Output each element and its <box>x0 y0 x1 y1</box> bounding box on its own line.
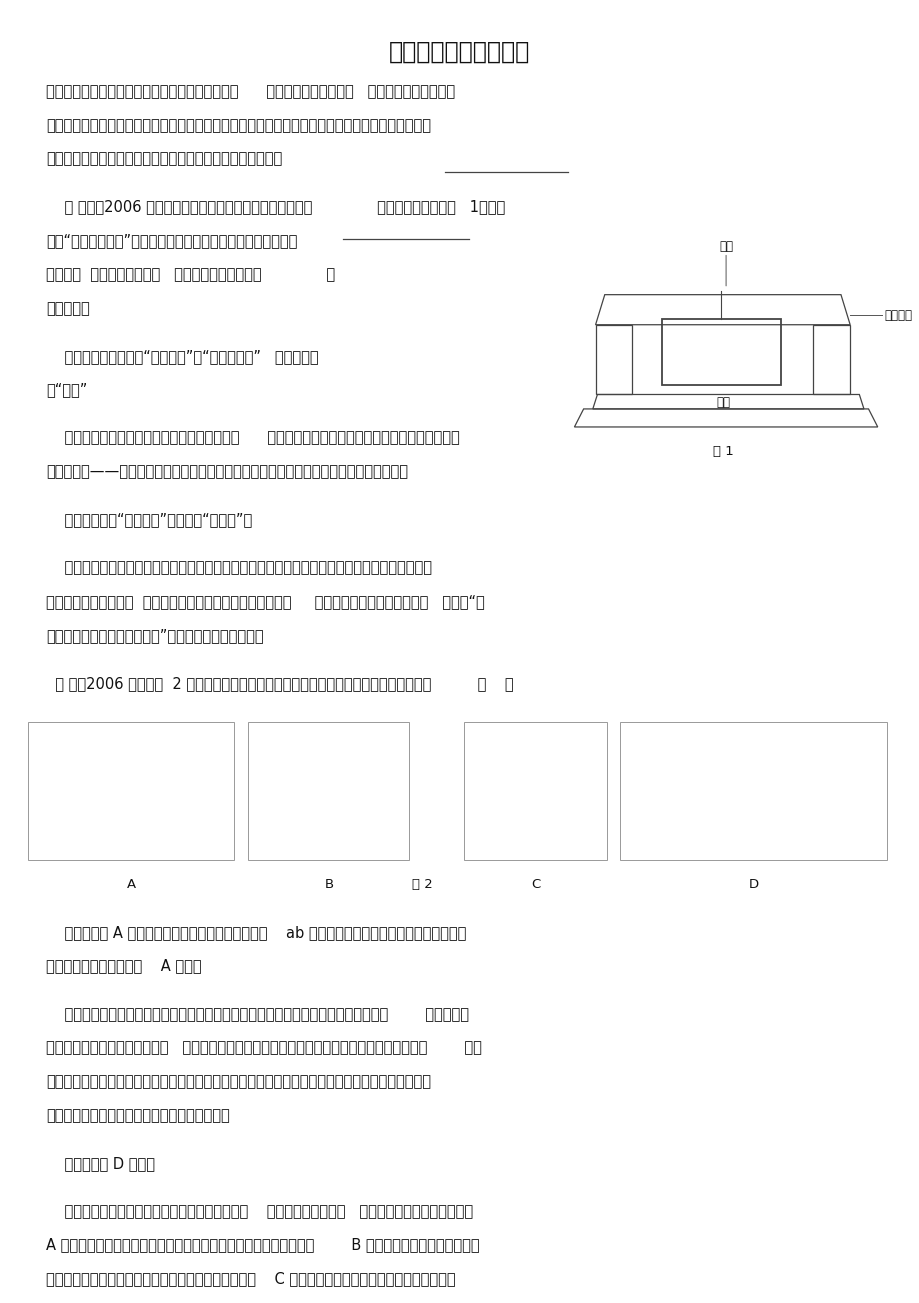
Text: 端全部剂掉，另一端只剂半周”相当于电动机的换向器。: 端全部剂掉，另一端只剂半周”相当于电动机的换向器。 <box>46 628 263 642</box>
Text: C: C <box>530 878 539 891</box>
Text: 电动机在日常生活和工农业生产中有广泛的应用，      比较贴近我们的生活，   是中考各省市出题的一: 电动机在日常生活和工农业生产中有广泛的应用， 比较贴近我们的生活， 是中考各省市… <box>46 85 455 99</box>
Text: B: B <box>324 878 334 891</box>
Text: 图 1: 图 1 <box>712 446 733 459</box>
Text: 受到力的作用，因此选项    A 正确。: 受到力的作用，因此选项 A 正确。 <box>46 959 201 973</box>
Text: 点评：本题利用一个自制的电动机模型进行小实验，以填空的形式，展现给考生，考查对电动机: 点评：本题利用一个自制的电动机模型进行小实验，以填空的形式，展现给考生，考查对电… <box>46 560 432 576</box>
Text: 磁体: 磁体 <box>716 396 730 409</box>
Text: 个重要组成部分，考题主要考查对电动机原理、能的转化、电动机构造及工作过程的分析，常以填空: 个重要组成部分，考题主要考查对电动机原理、能的转化、电动机构造及工作过程的分析，… <box>46 117 430 133</box>
Text: 题、选择题等形式出现，现选近年中考几例典型题加以分析。: 题、选择题等形式出现，现选近年中考几例典型题加以分析。 <box>46 151 282 167</box>
Text: 例 ２（2006 山东）图  2 是有关电与磁实验的装置图，其中用来研究磁场对电流作用的是          （    ）: 例 ２（2006 山东）图 2 是有关电与磁实验的装置图，其中用来研究磁场对电流… <box>46 676 513 691</box>
Text: 此实验要探究电能转化为机械能的过程，必须有电源来提供电能。没有电源有灵敏电流计（产生的感: 此实验要探究电能转化为机械能的过程，必须有电源来提供电能。没有电源有灵敏电流计（… <box>46 1074 430 1089</box>
Text: 错解：由于 A 选项装置中电流表有示数，表明导体    ab 中有电流通过，所以通电导体在磁场中要: 错解：由于 A 选项装置中电流表有示数，表明导体 ab 中有电流通过，所以通电导… <box>46 925 466 939</box>
Text: 在做“让线圈转起来”的实验中，将线圈两端引线的漆皮，一端全: 在做“让线圈转起来”的实验中，将线圈两端引线的漆皮，一端全 <box>46 233 297 249</box>
Text: 错解：第一空中填写“电磁感应”或“奥斯特实验”   。第二空填: 错解：第一空中填写“电磁感应”或“奥斯特实验” 。第二空填 <box>46 349 318 364</box>
Text: 存在磁场的——奥斯特实验，混淡了，在构造上直流发电机是电刷而直流电动机是换向器。: 存在磁场的——奥斯特实验，混淡了，在构造上直流发电机是电刷而直流电动机是换向器。 <box>46 464 407 480</box>
Text: 写“电刷”: 写“电刷” <box>46 383 87 397</box>
Text: 揭示了电和磁的联系，充分证明了电流周围存在磁场，    C 是探究电磁铁磁性强弱与线圈匠数和电流大: 揭示了电和磁的联系，充分证明了电流周围存在磁场， C 是探究电磁铁磁性强弱与线圈… <box>46 1272 455 1286</box>
Text: 置的特征是看哪个装置有电源，   有电源没有灵敏电流计的是研究磁场对电流的作用的实验装置，        因为: 置的特征是看哪个装置有电源， 有电源没有灵敏电流计的是研究磁场对电流的作用的实验… <box>46 1040 482 1055</box>
Text: 部剂掉，  另一端只剂半周，   其作用与直流电动机中              的: 部剂掉， 另一端只剂半周， 其作用与直流电动机中 的 <box>46 267 335 281</box>
Text: 线圈: 线圈 <box>719 240 732 253</box>
Text: A 为研究电磁感应的探究实验装置，探究机械能向电能的转化过程，        B 为著名的奥斯特实验，此实验: A 为研究电磁感应的探究实验装置，探究机械能向电能的转化过程， B 为著名的奥斯… <box>46 1238 479 1252</box>
Text: D: D <box>748 878 758 891</box>
Text: 警示：研究磁场对电流的作用的实验装置与研究电磁感应现象的实验装置非常相似，        区分两个装: 警示：研究磁场对电流的作用的实验装置与研究电磁感应现象的实验装置非常相似， 区分… <box>46 1007 469 1022</box>
Text: 正解：选项 D 正确。: 正解：选项 D 正确。 <box>46 1156 154 1171</box>
Text: A: A <box>127 878 136 891</box>
Text: 例 １．（2006 年南宁市）电动机是利用通电导体在磁场中              的原理制成的，如图   1所示，: 例 １．（2006 年南宁市）电动机是利用通电导体在磁场中 的原理制成的，如图 … <box>46 199 505 215</box>
Text: 正解：第一空“受力运动”；第二空“换向器”。: 正解：第一空“受力运动”；第二空“换向器”。 <box>46 512 252 528</box>
Text: 的原理和构造的理解，  解题的关键是必须明确电动机的原理，     知道电动机构造组成的作用，   题目中“一: 的原理和构造的理解， 解题的关键是必须明确电动机的原理， 知道电动机构造组成的作… <box>46 594 484 609</box>
Text: 图 2: 图 2 <box>412 878 433 891</box>
Text: 金属支架: 金属支架 <box>883 309 911 322</box>
Text: 电动机典型易错题例析: 电动机典型易错题例析 <box>389 39 529 64</box>
Text: 点评：本题以选择的形式给出了四个重要实验，    考查的知识点很多，   是典型的一题多考点类型题。: 点评：本题以选择的形式给出了四个重要实验， 考查的知识点很多， 是典型的一题多考… <box>46 1204 472 1218</box>
Text: 应电流很小）是研究电磁感应现象的实验装置。: 应电流很小）是研究电磁感应现象的实验装置。 <box>46 1108 230 1123</box>
Text: 作用相同。: 作用相同。 <box>46 301 90 315</box>
Text: 警示：有些同学由于电和磁的概念掌握不牢，      把发电机的原理和电动机的原理以及证明电流周围: 警示：有些同学由于电和磁的概念掌握不牢， 把发电机的原理和电动机的原理以及证明电… <box>46 430 460 446</box>
